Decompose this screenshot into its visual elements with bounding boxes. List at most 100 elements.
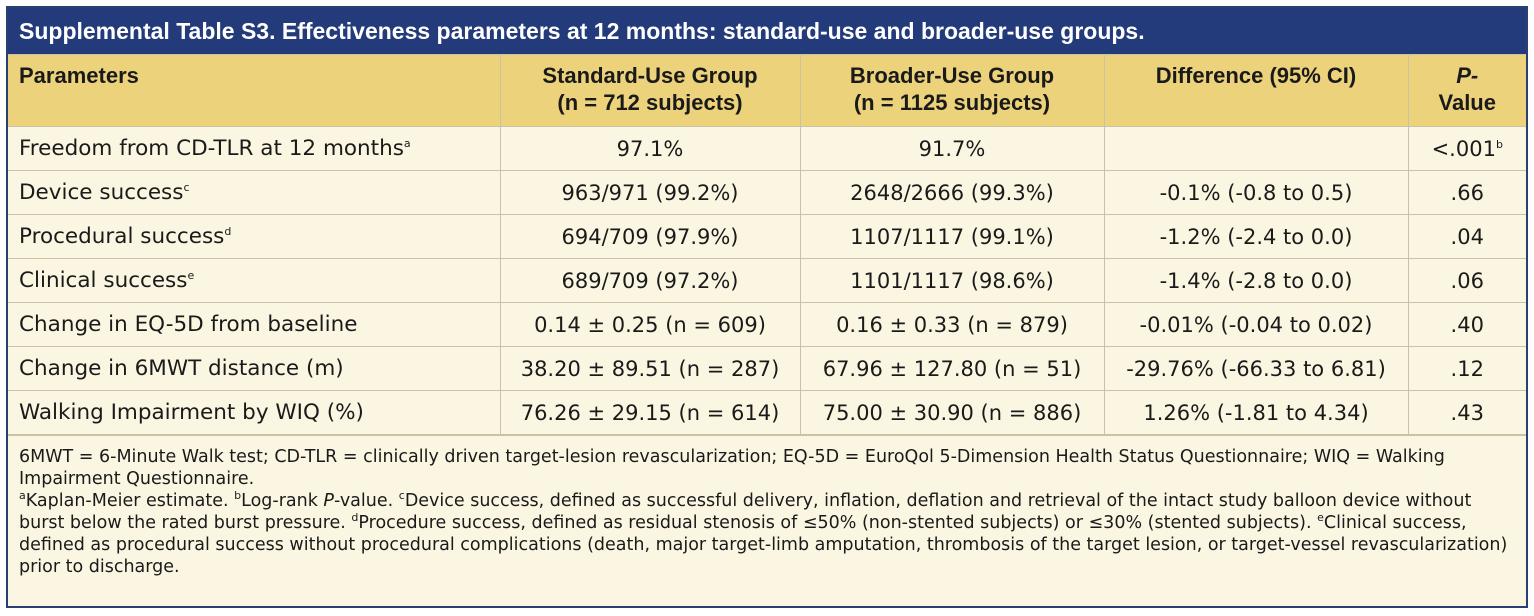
cell-pvalue-text: .06 bbox=[1450, 268, 1484, 293]
footnote-b-text-2: -value. bbox=[333, 491, 399, 511]
cell-difference: -0.01% (-0.04 to 0.02) bbox=[1103, 302, 1409, 347]
table-row: Device successc 963/971 (99.2%) 2648/2666 … bbox=[8, 170, 1526, 215]
cell-broader-use-text: 2648/2666 (99.3%) bbox=[850, 180, 1054, 205]
header-pvalue-line1: P- bbox=[1456, 63, 1479, 88]
cell-difference bbox=[1103, 126, 1409, 171]
cell-pvalue-text: <.001 bbox=[1431, 136, 1496, 161]
cell-pvalue: .04 bbox=[1407, 214, 1526, 259]
footnote-c-text: Device success, defined as successful de… bbox=[19, 491, 1472, 533]
cell-difference: -29.76% (-66.33 to 6.81) bbox=[1103, 346, 1409, 391]
cell-standard-use: 38.20 ± 89.51 (n = 287) bbox=[499, 346, 801, 391]
cell-pvalue-text: .43 bbox=[1450, 400, 1484, 425]
cell-parameter: Clinical successe bbox=[8, 258, 501, 303]
table-row: Procedural successd 694/709 (97.9%) 1107/1… bbox=[8, 214, 1526, 259]
header-row: Parameters Standard-Use Group (n = 712 s… bbox=[8, 54, 1526, 127]
cell-broader-use: 67.96 ± 127.80 (n = 51) bbox=[799, 346, 1105, 391]
cell-parameter: Device successc bbox=[8, 170, 501, 215]
cell-standard-use: 97.1% bbox=[499, 126, 801, 171]
cell-parameter: Change in 6MWT distance (m) bbox=[8, 346, 501, 391]
superscript-notes: aKaplan-Meier estimate. bLog-rank P-valu… bbox=[19, 490, 1515, 578]
cell-standard-use-text: 963/971 (99.2%) bbox=[561, 180, 739, 205]
cell-parameter: Freedom from CD-TLR at 12 monthsa bbox=[8, 126, 501, 171]
table-row: Walking Impairment by WIQ (%) 76.26 ± 29.… bbox=[8, 390, 1526, 435]
cell-parameter-footnote-mark: e bbox=[187, 268, 195, 282]
cell-broader-use-text: 0.16 ± 0.33 (n = 879) bbox=[836, 312, 1068, 337]
header-parameters-label: Parameters bbox=[19, 63, 139, 88]
header-standard-line1: Standard-Use Group bbox=[542, 63, 758, 88]
footnote-mark-b: b bbox=[234, 489, 242, 503]
footnote-mark-c: c bbox=[398, 489, 405, 503]
cell-standard-use: 0.14 ± 0.25 (n = 609) bbox=[499, 302, 801, 347]
cell-difference-text: -0.1% (-0.8 to 0.5) bbox=[1159, 180, 1353, 205]
cell-standard-use-text: 0.14 ± 0.25 (n = 609) bbox=[534, 312, 766, 337]
cell-standard-use: 76.26 ± 29.15 (n = 614) bbox=[499, 390, 801, 435]
cell-difference-text: 1.26% (-1.81 to 4.34) bbox=[1143, 400, 1369, 425]
cell-difference-text: -0.01% (-0.04 to 0.02) bbox=[1139, 312, 1373, 337]
cell-standard-use-text: 694/709 (97.9%) bbox=[561, 224, 739, 249]
cell-broader-use: 75.00 ± 30.90 (n = 886) bbox=[799, 390, 1105, 435]
effectiveness-table: Parameters Standard-Use Group (n = 712 s… bbox=[8, 54, 1526, 435]
cell-pvalue-footnote-mark: b bbox=[1495, 137, 1503, 151]
table-row: Clinical successe 689/709 (97.2%) 1101/111… bbox=[8, 258, 1526, 303]
cell-standard-use-text: 76.26 ± 29.15 (n = 614) bbox=[520, 400, 780, 425]
cell-parameter: Procedural successd bbox=[8, 214, 501, 259]
cell-difference: -0.1% (-0.8 to 0.5) bbox=[1103, 170, 1409, 215]
cell-difference: -1.2% (-2.4 to 0.0) bbox=[1103, 214, 1409, 259]
cell-pvalue-text: .04 bbox=[1450, 224, 1484, 249]
cell-difference-text: -29.76% (-66.33 to 6.81) bbox=[1126, 356, 1386, 381]
cell-parameter: Walking Impairment by WIQ (%) bbox=[8, 390, 501, 435]
footnote-b-text-italic: P bbox=[323, 491, 334, 511]
cell-difference: -1.4% (-2.8 to 0.0) bbox=[1103, 258, 1409, 303]
cell-standard-use: 963/971 (99.2%) bbox=[499, 170, 801, 215]
cell-pvalue: .12 bbox=[1407, 346, 1526, 391]
cell-pvalue: <.001b bbox=[1407, 126, 1526, 171]
cell-broader-use: 0.16 ± 0.33 (n = 879) bbox=[799, 302, 1105, 347]
cell-broader-use-text: 1101/1117 (98.6%) bbox=[850, 268, 1054, 293]
cell-standard-use-text: 38.20 ± 89.51 (n = 287) bbox=[520, 356, 780, 381]
cell-pvalue-text: .40 bbox=[1450, 312, 1484, 337]
cell-pvalue: .40 bbox=[1407, 302, 1526, 347]
table-footnotes: 6MWT = 6-Minute Walk test; CD-TLR = clin… bbox=[8, 435, 1526, 578]
header-broader-line1: Broader-Use Group bbox=[849, 63, 1055, 88]
cell-standard-use-text: 689/709 (97.2%) bbox=[561, 268, 739, 293]
footnote-b-text-1: Log-rank bbox=[241, 491, 324, 511]
cell-standard-use-text: 97.1% bbox=[616, 136, 684, 161]
cell-difference-text: -1.2% (-2.4 to 0.0) bbox=[1159, 224, 1353, 249]
header-pvalue: P- Value bbox=[1407, 54, 1526, 127]
cell-parameter-text: Walking Impairment by WIQ (%) bbox=[19, 400, 364, 425]
header-difference: Difference (95% CI) bbox=[1103, 54, 1409, 127]
abbreviations-note: 6MWT = 6-Minute Walk test; CD-TLR = clin… bbox=[19, 447, 1445, 489]
footnote-e-text: Clinical success, defined as procedural … bbox=[19, 513, 1508, 577]
header-broader-line2: (n = 1125 subjects) bbox=[853, 90, 1051, 115]
cell-difference-text: -1.4% (-2.8 to 0.0) bbox=[1159, 268, 1353, 293]
header-pvalue-line2: Value bbox=[1438, 90, 1496, 115]
cell-broader-use: 91.7% bbox=[799, 126, 1105, 171]
cell-broader-use-text: 67.96 ± 127.80 (n = 51) bbox=[822, 356, 1082, 381]
header-parameters: Parameters bbox=[8, 54, 501, 127]
cell-standard-use: 689/709 (97.2%) bbox=[499, 258, 801, 303]
table-row: Change in EQ-5D from baseline 0.14 ± 0.25… bbox=[8, 302, 1526, 347]
footnote-a-text: Kaplan-Meier estimate. bbox=[25, 491, 235, 511]
cell-broader-use-text: 75.00 ± 30.90 (n = 886) bbox=[822, 400, 1082, 425]
header-standard-line2: (n = 712 subjects) bbox=[557, 90, 743, 115]
table-body: Freedom from CD-TLR at 12 monthsa 97.1% 91… bbox=[8, 126, 1526, 435]
cell-broader-use: 1101/1117 (98.6%) bbox=[799, 258, 1105, 303]
cell-standard-use: 694/709 (97.9%) bbox=[499, 214, 801, 259]
cell-parameter-text: Device success bbox=[19, 180, 184, 205]
table-title: Supplemental Table S3. Effectiveness par… bbox=[8, 8, 1526, 54]
footnote-mark-e: e bbox=[1317, 511, 1324, 525]
cell-broader-use: 1107/1117 (99.1%) bbox=[799, 214, 1105, 259]
cell-broader-use: 2648/2666 (99.3%) bbox=[799, 170, 1105, 215]
header-standard-use: Standard-Use Group (n = 712 subjects) bbox=[499, 54, 801, 127]
cell-parameter-footnote-mark: c bbox=[183, 180, 190, 194]
cell-pvalue: .06 bbox=[1407, 258, 1526, 303]
header-broader-use: Broader-Use Group (n = 1125 subjects) bbox=[799, 54, 1105, 127]
table-row: Change in 6MWT distance (m) 38.20 ± 89.51… bbox=[8, 346, 1526, 391]
cell-parameter-text: Procedural success bbox=[19, 224, 225, 249]
cell-pvalue-text: .12 bbox=[1450, 356, 1484, 381]
cell-parameter-text: Freedom from CD-TLR at 12 months bbox=[19, 136, 404, 161]
footnote-mark-a: a bbox=[19, 489, 26, 503]
cell-parameter-footnote-mark: a bbox=[403, 136, 411, 150]
cell-pvalue-text: .66 bbox=[1450, 180, 1484, 205]
cell-parameter: Change in EQ-5D from baseline bbox=[8, 302, 501, 347]
